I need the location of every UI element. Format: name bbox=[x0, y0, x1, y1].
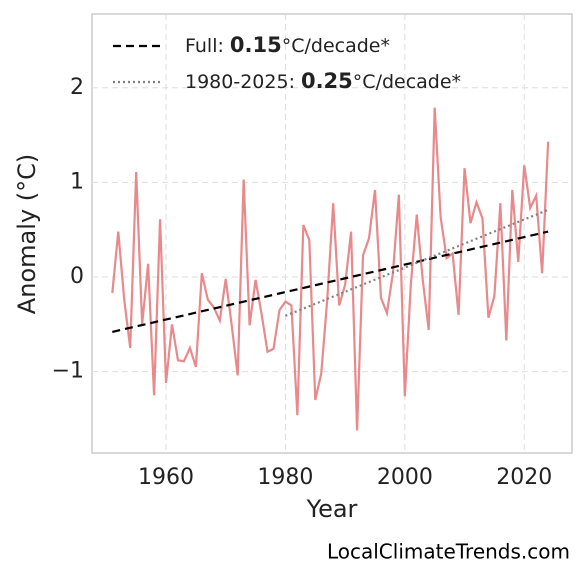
legend-name: Full: bbox=[185, 35, 224, 57]
legend-unit: °C/decade* bbox=[353, 71, 461, 93]
legend-entry: 1980-2025: 0.25°C/decade* bbox=[185, 69, 461, 93]
x-tick-label: 1980 bbox=[257, 465, 313, 490]
legend-entry: Full: 0.15°C/decade* bbox=[185, 33, 390, 57]
legend-unit: °C/decade* bbox=[282, 35, 390, 57]
x-tick-label: 1960 bbox=[138, 465, 194, 490]
y-tick-label: 0 bbox=[70, 264, 84, 289]
x-tick-label: 2000 bbox=[377, 465, 433, 490]
series-line bbox=[112, 230, 549, 333]
y-tick-label: 2 bbox=[70, 75, 84, 100]
x-tick-label: 2020 bbox=[496, 465, 552, 490]
plot-frame bbox=[91, 13, 573, 454]
source: LocalClimateTrends.com bbox=[327, 540, 570, 564]
legend-name: 1980-2025: bbox=[185, 71, 295, 93]
legend-rate: 0.25 bbox=[301, 69, 353, 93]
y-tick-label: 1 bbox=[70, 169, 84, 194]
legend-rate: 0.15 bbox=[230, 33, 282, 57]
y-tick-label: −1 bbox=[52, 359, 84, 384]
series-line bbox=[111, 107, 550, 431]
series-line bbox=[285, 208, 549, 317]
y-axis-label: Anomaly (°C) bbox=[13, 154, 41, 314]
x-axis-label: Year bbox=[306, 495, 358, 523]
